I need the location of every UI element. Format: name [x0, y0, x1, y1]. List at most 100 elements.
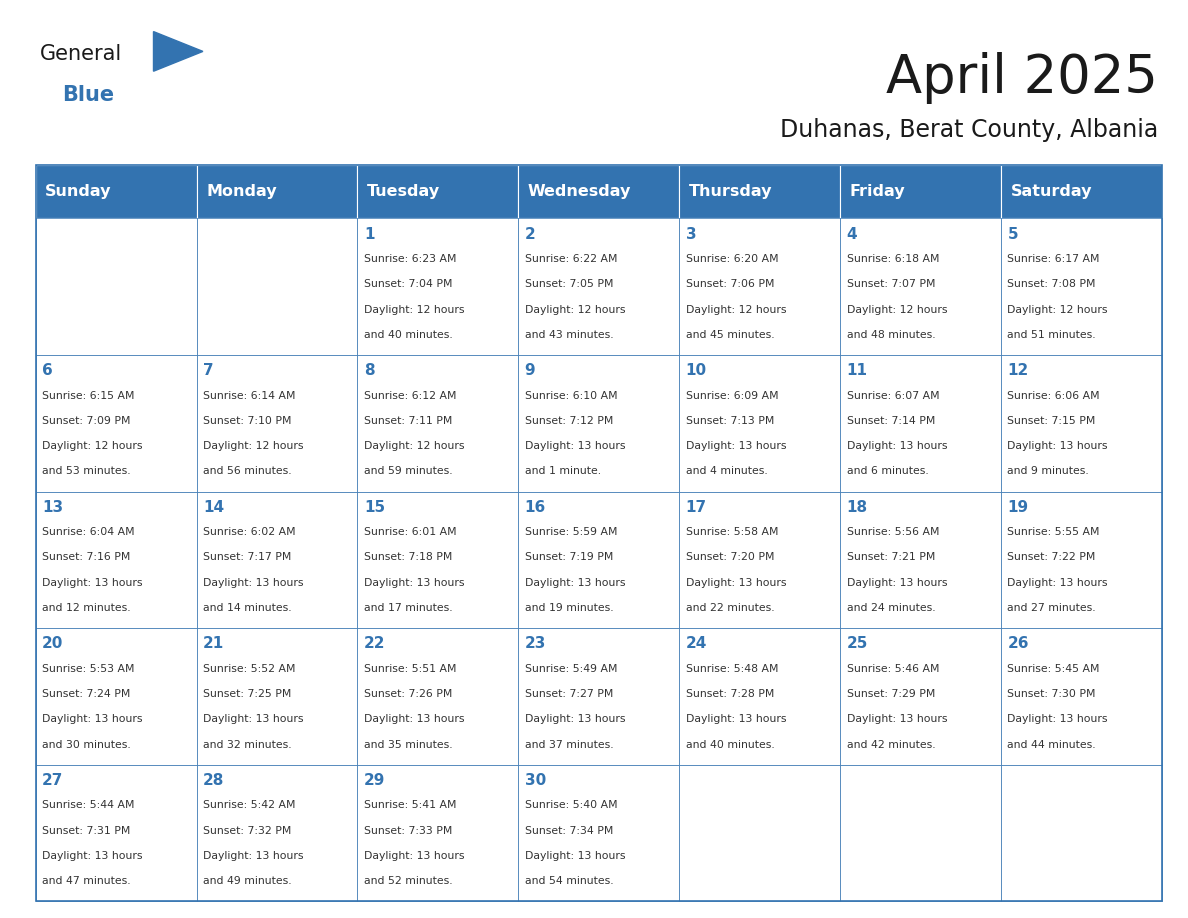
Text: Daylight: 13 hours: Daylight: 13 hours: [203, 714, 303, 724]
Text: 2: 2: [525, 227, 536, 241]
Text: Sunrise: 5:40 AM: Sunrise: 5:40 AM: [525, 800, 618, 811]
Text: Sunrise: 5:46 AM: Sunrise: 5:46 AM: [847, 664, 939, 674]
Text: Sunday: Sunday: [45, 185, 112, 199]
Text: Daylight: 13 hours: Daylight: 13 hours: [685, 714, 786, 724]
Text: 22: 22: [364, 636, 385, 652]
Text: Sunrise: 6:07 AM: Sunrise: 6:07 AM: [847, 390, 940, 400]
Text: 10: 10: [685, 364, 707, 378]
Text: Sunrise: 6:14 AM: Sunrise: 6:14 AM: [203, 390, 296, 400]
Text: and 30 minutes.: and 30 minutes.: [42, 740, 131, 750]
Text: 15: 15: [364, 500, 385, 515]
Text: and 6 minutes.: and 6 minutes.: [847, 466, 928, 476]
Text: Daylight: 13 hours: Daylight: 13 hours: [1007, 714, 1108, 724]
Text: 17: 17: [685, 500, 707, 515]
Text: Sunrise: 6:02 AM: Sunrise: 6:02 AM: [203, 527, 296, 537]
Text: Sunrise: 6:17 AM: Sunrise: 6:17 AM: [1007, 254, 1100, 264]
Text: Daylight: 13 hours: Daylight: 13 hours: [525, 577, 625, 588]
Text: 24: 24: [685, 636, 707, 652]
Text: Daylight: 13 hours: Daylight: 13 hours: [203, 851, 303, 861]
Text: and 32 minutes.: and 32 minutes.: [203, 740, 291, 750]
Text: 4: 4: [847, 227, 858, 241]
Text: and 19 minutes.: and 19 minutes.: [525, 603, 613, 613]
Text: Daylight: 13 hours: Daylight: 13 hours: [685, 577, 786, 588]
Text: Sunrise: 6:04 AM: Sunrise: 6:04 AM: [42, 527, 134, 537]
Text: 11: 11: [847, 364, 867, 378]
Text: and 56 minutes.: and 56 minutes.: [203, 466, 291, 476]
Text: Sunset: 7:28 PM: Sunset: 7:28 PM: [685, 689, 775, 700]
Text: Sunset: 7:16 PM: Sunset: 7:16 PM: [42, 553, 131, 563]
Text: Sunset: 7:33 PM: Sunset: 7:33 PM: [364, 825, 453, 835]
Text: Sunrise: 6:20 AM: Sunrise: 6:20 AM: [685, 254, 778, 264]
Text: Sunrise: 6:18 AM: Sunrise: 6:18 AM: [847, 254, 939, 264]
Text: Sunset: 7:08 PM: Sunset: 7:08 PM: [1007, 279, 1095, 289]
Text: Sunrise: 6:23 AM: Sunrise: 6:23 AM: [364, 254, 456, 264]
Text: Sunset: 7:11 PM: Sunset: 7:11 PM: [364, 416, 453, 426]
Text: Sunset: 7:07 PM: Sunset: 7:07 PM: [847, 279, 935, 289]
Text: and 42 minutes.: and 42 minutes.: [847, 740, 935, 750]
Text: 29: 29: [364, 773, 385, 788]
Text: and 52 minutes.: and 52 minutes.: [364, 876, 453, 886]
Text: 13: 13: [42, 500, 63, 515]
Text: Daylight: 13 hours: Daylight: 13 hours: [1007, 577, 1108, 588]
Text: Sunset: 7:12 PM: Sunset: 7:12 PM: [525, 416, 613, 426]
Text: 25: 25: [847, 636, 868, 652]
Text: and 24 minutes.: and 24 minutes.: [847, 603, 935, 613]
Text: 19: 19: [1007, 500, 1029, 515]
Text: Wednesday: Wednesday: [527, 185, 631, 199]
Text: and 44 minutes.: and 44 minutes.: [1007, 740, 1097, 750]
Text: Daylight: 13 hours: Daylight: 13 hours: [847, 442, 947, 451]
Text: Daylight: 12 hours: Daylight: 12 hours: [203, 442, 303, 451]
Text: 28: 28: [203, 773, 225, 788]
Text: Sunrise: 5:49 AM: Sunrise: 5:49 AM: [525, 664, 618, 674]
Text: and 4 minutes.: and 4 minutes.: [685, 466, 767, 476]
Text: Sunrise: 6:22 AM: Sunrise: 6:22 AM: [525, 254, 618, 264]
Text: Sunrise: 6:12 AM: Sunrise: 6:12 AM: [364, 390, 456, 400]
Text: Tuesday: Tuesday: [367, 185, 441, 199]
Text: Sunset: 7:04 PM: Sunset: 7:04 PM: [364, 279, 453, 289]
Text: and 53 minutes.: and 53 minutes.: [42, 466, 131, 476]
Text: and 1 minute.: and 1 minute.: [525, 466, 601, 476]
Text: Sunrise: 5:42 AM: Sunrise: 5:42 AM: [203, 800, 296, 811]
Text: Daylight: 13 hours: Daylight: 13 hours: [685, 442, 786, 451]
Text: Sunset: 7:18 PM: Sunset: 7:18 PM: [364, 553, 453, 563]
Text: Sunset: 7:20 PM: Sunset: 7:20 PM: [685, 553, 775, 563]
Text: Sunrise: 6:01 AM: Sunrise: 6:01 AM: [364, 527, 456, 537]
Text: 23: 23: [525, 636, 546, 652]
Text: and 14 minutes.: and 14 minutes.: [203, 603, 291, 613]
Text: 26: 26: [1007, 636, 1029, 652]
Text: 9: 9: [525, 364, 536, 378]
Text: and 9 minutes.: and 9 minutes.: [1007, 466, 1089, 476]
Text: Thursday: Thursday: [689, 185, 772, 199]
Text: Daylight: 13 hours: Daylight: 13 hours: [364, 851, 465, 861]
Text: Sunset: 7:25 PM: Sunset: 7:25 PM: [203, 689, 291, 700]
Text: Sunset: 7:22 PM: Sunset: 7:22 PM: [1007, 553, 1095, 563]
Text: Sunrise: 5:56 AM: Sunrise: 5:56 AM: [847, 527, 939, 537]
Text: Friday: Friday: [849, 185, 905, 199]
Text: Sunset: 7:10 PM: Sunset: 7:10 PM: [203, 416, 291, 426]
Text: Blue: Blue: [62, 85, 114, 106]
Text: 30: 30: [525, 773, 546, 788]
Text: Sunset: 7:19 PM: Sunset: 7:19 PM: [525, 553, 613, 563]
Text: and 37 minutes.: and 37 minutes.: [525, 740, 613, 750]
Text: 3: 3: [685, 227, 696, 241]
Text: Sunrise: 6:15 AM: Sunrise: 6:15 AM: [42, 390, 134, 400]
Text: Sunset: 7:24 PM: Sunset: 7:24 PM: [42, 689, 131, 700]
Text: Sunset: 7:30 PM: Sunset: 7:30 PM: [1007, 689, 1095, 700]
Text: Daylight: 13 hours: Daylight: 13 hours: [42, 714, 143, 724]
Text: Sunset: 7:29 PM: Sunset: 7:29 PM: [847, 689, 935, 700]
Text: Sunrise: 6:09 AM: Sunrise: 6:09 AM: [685, 390, 778, 400]
Text: Sunset: 7:21 PM: Sunset: 7:21 PM: [847, 553, 935, 563]
Text: Sunrise: 5:44 AM: Sunrise: 5:44 AM: [42, 800, 134, 811]
Text: Daylight: 12 hours: Daylight: 12 hours: [364, 442, 465, 451]
Text: and 47 minutes.: and 47 minutes.: [42, 876, 131, 886]
Text: and 59 minutes.: and 59 minutes.: [364, 466, 453, 476]
Text: Sunset: 7:26 PM: Sunset: 7:26 PM: [364, 689, 453, 700]
Text: 12: 12: [1007, 364, 1029, 378]
Text: Sunset: 7:09 PM: Sunset: 7:09 PM: [42, 416, 131, 426]
Text: Daylight: 12 hours: Daylight: 12 hours: [1007, 305, 1108, 315]
Text: and 12 minutes.: and 12 minutes.: [42, 603, 131, 613]
Text: Sunrise: 5:41 AM: Sunrise: 5:41 AM: [364, 800, 456, 811]
Text: Daylight: 12 hours: Daylight: 12 hours: [525, 305, 625, 315]
Text: Daylight: 13 hours: Daylight: 13 hours: [364, 577, 465, 588]
Text: 27: 27: [42, 773, 63, 788]
